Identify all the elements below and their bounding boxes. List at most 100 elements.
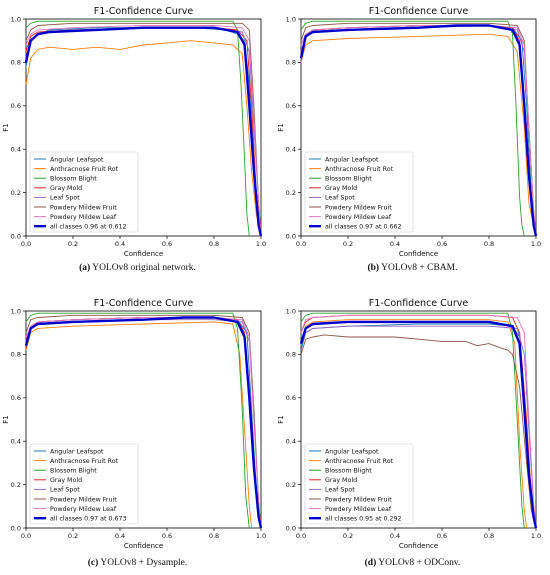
caption-letter: (b) [367,263,380,273]
series-line [300,325,537,529]
y-tick-label: 0.8 [286,59,296,67]
y-tick-label: 0.4 [11,146,21,154]
caption-d: (d) YOLOv8 + ODConv. [275,558,550,568]
series-line [300,314,537,529]
caption-a: (a) YOLOv8 original network. [0,263,275,273]
legend-entry: Gray Mold [50,185,82,192]
caption-c: (c) YOLOv8 + Dysample. [0,558,275,568]
chart-title: F1-Confidence Curve [94,6,194,17]
legend-entry: Powdery Mildew Leaf [50,506,117,513]
x-tick-label: 0.0 [296,532,306,540]
plot-frame [300,18,537,237]
y-axis-label: F1 [277,415,285,423]
y-tick-label: 0.8 [11,59,21,67]
y-tick-label: 1.0 [11,307,21,315]
legend-entry: Angular Leafspot [325,156,379,163]
x-tick-label: 0.4 [390,532,400,540]
x-tick-label: 1.0 [256,240,266,248]
y-tick-label: 0.4 [286,438,296,446]
legend-entry: Angular Leafspot [50,448,104,455]
legend-entry: Gray Mold [325,185,357,192]
y-tick-label: 0.8 [11,351,21,359]
legend-entry: Powdery Mildew Fruit [50,496,117,503]
legend-entry: Anthracnose Fruit Rot [50,166,119,173]
y-axis-label: F1 [2,123,10,131]
legend-entry: Powdery Mildew Leaf [325,214,392,221]
legend-entry: Powdery Mildew Leaf [325,506,392,513]
x-tick-label: 0.2 [68,532,78,540]
legend-entry: Blossom Blight [50,468,97,475]
series-line [300,33,537,237]
f1-confidence-chart-d: F1-Confidence Curve 0.00.0 0.2 0.2 0.4 0.4 0.6… [277,298,541,550]
caption-b: (b) YOLOv8 + CBAM. [275,263,550,273]
caption-letter: (c) [87,558,99,568]
y-tick-label: 0.2 [11,189,21,197]
y-tick-label: 0.2 [286,189,296,197]
y-tick-label: 0.0 [286,524,296,532]
caption-text: YOLOv8 original network. [92,263,196,273]
legend-entry: Powdery Mildew Leaf [50,214,117,221]
y-tick-label: 0.8 [286,351,296,359]
legend-entry: Leaf Spot [50,487,80,494]
series-line-all-classes [299,24,538,237]
plot-frame [25,18,262,237]
series-line [25,20,250,237]
y-tick-label: 0.2 [11,481,21,489]
y-tick-label: 0.4 [286,146,296,154]
x-axis-label: Confidence [124,250,163,258]
chart-panel-a: F1-Confidence Curve 0.0 0.0 0.2 0.2 0.4 0.4 0.6… [0,0,275,258]
y-tick-label: 1.0 [286,15,296,23]
legend-entry: all classes 0.95 at 0.292 [325,516,402,523]
caption-text: YOLOv8 + CBAM. [381,263,458,273]
legend-entry: all classes 0.97 at 0.662 [325,224,402,231]
y-axis-label: F1 [277,123,285,131]
y-tick-label: 0.6 [11,102,21,110]
legend-entry: Gray Mold [325,477,357,484]
x-tick-label: 0.0 [21,240,31,248]
x-tick-label: 0.8 [484,240,494,248]
legend-entry: Blossom Blight [50,176,97,183]
legend-entry: Powdery Mildew Fruit [325,496,392,503]
caption-text: YOLOv8 + Dysample. [100,558,188,568]
legend-entry: Leaf Spot [50,195,80,202]
series-line-all-classes [24,316,263,529]
legend-entry: Gray Mold [50,477,82,484]
legend-entry: Leaf Spot [325,195,355,202]
series-line [25,312,250,529]
legend-entry: all classes 0.96 at 0.612 [50,224,127,231]
caption-letter: (a) [79,263,91,273]
legend-entry: Anthracnose Fruit Rot [325,458,394,465]
series-line [300,334,537,529]
x-tick-label: 1.0 [531,532,541,540]
x-tick-label: 0.6 [437,532,447,540]
x-tick-label: 0.8 [209,532,219,540]
y-tick-label: 0.0 [11,232,21,240]
x-tick-label: 0.2 [343,532,353,540]
series-line [25,25,262,237]
chart-panel-d: F1-Confidence Curve 0.0 0.0 0.2 0.2 0.4 0.4 0.6… [275,292,550,550]
series-line-all-classes [299,320,538,529]
x-tick-label: 0.4 [115,240,125,248]
x-tick-label: 0.2 [68,240,78,248]
x-tick-label: 0.8 [209,240,219,248]
legend-entry: Anthracnose Fruit Rot [325,166,394,173]
y-tick-label: 0.2 [286,481,296,489]
legend-entry: Angular Leafspot [50,156,104,163]
y-tick-label: 1.0 [11,15,21,23]
x-tick-label: 1.0 [256,532,266,540]
x-tick-label: 1.0 [531,240,541,248]
plot-frame [300,310,537,529]
legend-box [304,443,414,525]
f1-confidence-chart-c: F1-Confidence Curve 0.00.0 0.2 0.2 0.4 0.4 0.6… [2,298,266,550]
y-axis-label: F1 [2,415,10,423]
y-tick-label: 0.4 [11,438,21,446]
y-tick-label: 0.6 [286,394,296,402]
y-tick-label: 0.0 [11,524,21,532]
legend-entry: Powdery Mildew Fruit [325,204,392,211]
chart-title: F1-Confidence Curve [369,298,469,309]
plot-frame [25,310,262,529]
y-tick-label: 0.6 [11,394,21,402]
legend-box [304,151,414,233]
legend-entry: all classes 0.97 at 0.673 [50,516,127,523]
series-line [25,321,253,529]
